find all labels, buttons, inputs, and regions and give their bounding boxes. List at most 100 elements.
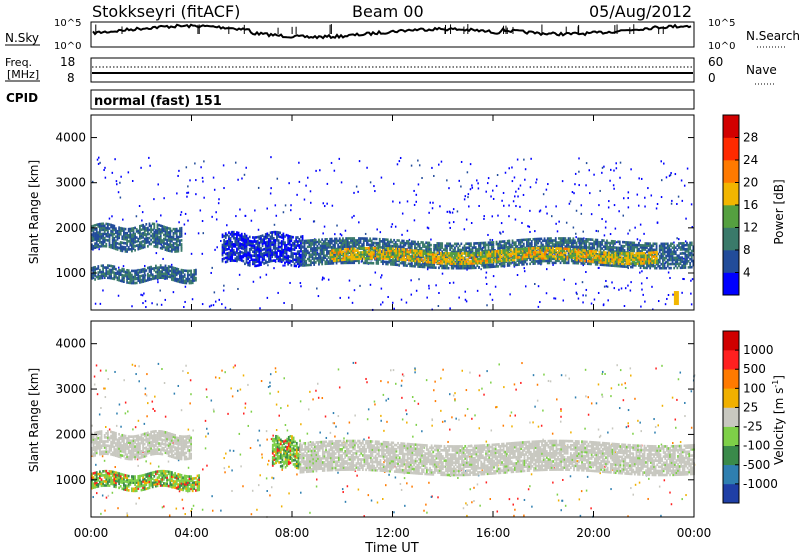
power-cell [116, 229, 119, 233]
power-cell [437, 305, 440, 308]
power-cell [422, 260, 425, 264]
power-cell [465, 266, 468, 270]
power-cell [180, 228, 183, 232]
power-cell [102, 289, 104, 292]
power-cell [253, 254, 256, 258]
power-cell [376, 246, 378, 250]
power-cell [118, 228, 120, 232]
power-cell [524, 168, 527, 171]
power-cell [577, 297, 580, 300]
power-cell [327, 252, 330, 255]
power-cell [228, 235, 230, 238]
power-cell [374, 241, 376, 245]
power-cell [236, 233, 238, 236]
power-cell [662, 242, 664, 246]
power-cell [463, 248, 466, 252]
power-cell [97, 223, 100, 226]
power-cell [406, 241, 408, 245]
power-cell [99, 230, 101, 234]
power-cell [443, 259, 446, 263]
power-cell [630, 249, 632, 253]
power-cell [174, 277, 176, 280]
power-cell [179, 239, 181, 243]
power-cell [511, 244, 513, 247]
power-cell [684, 256, 687, 259]
power-cell [448, 254, 450, 257]
power-cell [139, 268, 141, 272]
power-cell [166, 240, 168, 244]
power-cell [674, 252, 677, 256]
power-cell [674, 250, 677, 254]
power-cell [385, 260, 388, 264]
power-cell [638, 241, 640, 245]
power-cell [180, 270, 183, 274]
power-cell [631, 255, 634, 259]
power-cell [564, 239, 567, 242]
power-cell [110, 274, 112, 278]
power-cell [530, 157, 532, 160]
power-cell [385, 257, 388, 260]
power-cell [670, 202, 673, 205]
power-cell [482, 249, 485, 253]
power-cell [355, 249, 358, 252]
power-cell [489, 238, 491, 241]
power-cell [364, 248, 367, 252]
power-cell [369, 239, 372, 243]
power-cell [639, 223, 642, 226]
power-cell [558, 237, 560, 240]
power-cell [537, 285, 540, 288]
power-cell [305, 239, 308, 243]
power-cell [673, 256, 676, 260]
power-cell [94, 274, 96, 277]
power-cell [589, 192, 591, 195]
power-cell [290, 235, 293, 239]
power-cell [175, 267, 178, 271]
power-cell [108, 227, 111, 230]
power-cell [147, 232, 149, 236]
power-cell [398, 259, 400, 263]
power-cell [440, 160, 443, 163]
power-cell [380, 255, 383, 258]
power-heatmap [91, 156, 695, 311]
power-cell [558, 243, 560, 246]
power-cell [266, 246, 269, 250]
power-cell [92, 276, 95, 280]
power-cell [411, 259, 414, 262]
power-cell [108, 274, 111, 278]
power-cell [358, 241, 360, 244]
power-cell [617, 240, 620, 244]
power-cell [331, 257, 334, 261]
power-cell [132, 279, 135, 283]
power-cell [156, 243, 159, 247]
power-cell [667, 294, 670, 297]
power-cell [438, 246, 440, 249]
power-cell [452, 208, 455, 211]
power-cell [638, 250, 640, 253]
power-cell [390, 261, 392, 264]
power-cell [594, 252, 597, 256]
power-cell [153, 266, 156, 270]
power-cell [465, 218, 468, 221]
power-cell [679, 266, 682, 270]
power-cell [687, 266, 690, 269]
power-cell [383, 238, 386, 241]
power-cell [672, 293, 674, 296]
power-cell [615, 248, 618, 252]
power-cell [578, 184, 580, 187]
power-cell [441, 244, 444, 247]
power-cell [147, 236, 149, 240]
power-cell [665, 256, 668, 260]
power-cell [426, 249, 429, 253]
power-cell [175, 231, 178, 235]
power-cell [221, 257, 224, 261]
power-cell [182, 281, 184, 284]
power-cell [503, 246, 506, 249]
power-cell [260, 255, 262, 258]
power-cell [386, 240, 389, 244]
power-cell [487, 243, 490, 247]
power-cell [113, 245, 116, 248]
power-cell [612, 250, 615, 253]
power-cell [303, 257, 306, 261]
power-cell [409, 251, 412, 254]
power-cell [678, 246, 680, 249]
